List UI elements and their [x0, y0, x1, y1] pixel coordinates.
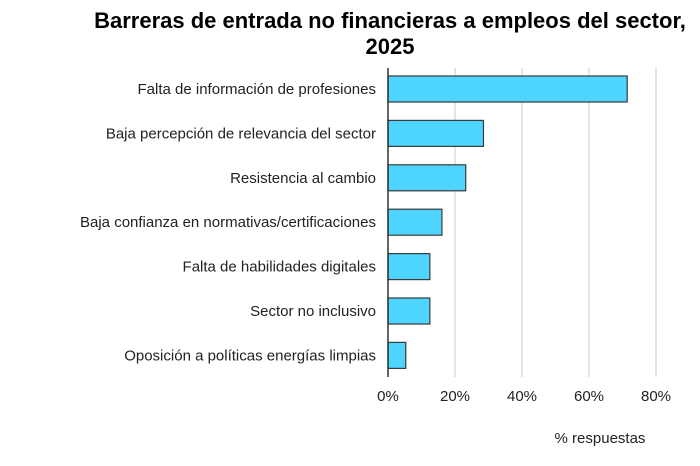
bar: [387, 253, 431, 281]
category-label: Sector no inclusivo: [250, 303, 376, 320]
bar: [387, 208, 443, 236]
category-label: Falta de información de profesiones: [138, 81, 376, 98]
x-tick-label: 40%: [507, 388, 537, 405]
category-label: Resistencia al cambio: [230, 170, 376, 187]
chart-title: Barreras de entrada no financieras a emp…: [94, 8, 686, 59]
bar: [387, 297, 431, 325]
category-label: Falta de habilidades digitales: [183, 259, 376, 276]
x-tick-label: 60%: [574, 388, 604, 405]
x-axis-label: % respuestas: [555, 430, 646, 447]
bar: [387, 341, 407, 369]
category-label: Baja confianza en normativas/certificaci…: [80, 214, 376, 231]
category-label: Baja percepción de relevancia del sector: [106, 125, 376, 142]
bar: [387, 119, 485, 148]
x-tick-label: 0%: [377, 388, 399, 405]
bar: [387, 75, 628, 103]
x-tick-label: 80%: [641, 388, 671, 405]
category-label: Oposición a políticas energías limpias: [124, 347, 376, 364]
bar: [387, 164, 467, 192]
x-tick-label: 20%: [440, 388, 470, 405]
